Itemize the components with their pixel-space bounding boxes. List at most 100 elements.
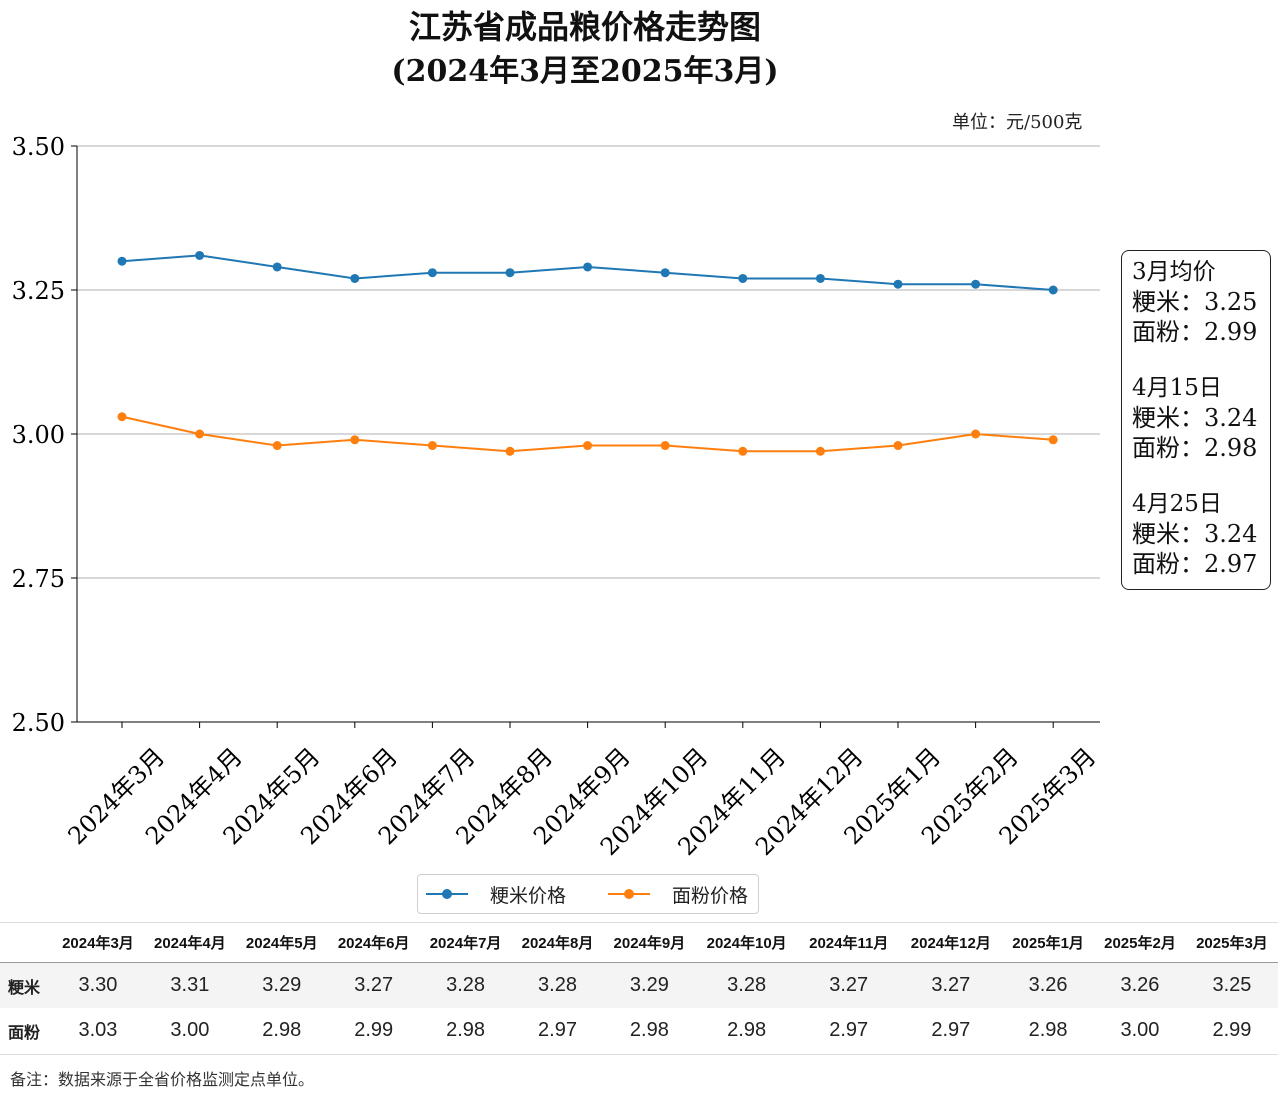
table-cell: 3.27 xyxy=(899,962,1003,1008)
data-point xyxy=(117,256,127,266)
table-header: 2024年9月 xyxy=(603,922,696,963)
data-point xyxy=(1048,435,1058,445)
info-line: 面粉：2.99 xyxy=(1132,318,1258,346)
legend-label-flour: 面粉价格 xyxy=(672,884,749,907)
table-header: 2024年12月 xyxy=(899,922,1003,963)
table-cell: 3.27 xyxy=(797,962,900,1008)
table-cell: 2.98 xyxy=(695,1008,798,1053)
data-point xyxy=(505,446,515,456)
legend-item-flour: 面粉价格 xyxy=(608,883,749,907)
data-point xyxy=(583,262,593,272)
table-cell: 3.29 xyxy=(235,962,328,1008)
data-point xyxy=(195,250,205,260)
info-group-apr25: 4月25日 粳米：3.24 面粉：2.97 xyxy=(1132,489,1270,579)
info-line: 面粉：2.98 xyxy=(1132,434,1258,462)
data-point xyxy=(505,268,515,278)
info-line: 粳米：3.24 xyxy=(1132,520,1258,548)
row-label: 面粉 xyxy=(0,1008,52,1053)
table-header: 2024年3月 xyxy=(52,922,144,963)
info-heading: 4月15日 xyxy=(1132,375,1222,401)
chart-title: 江苏省成品粮价格走势图 xyxy=(408,8,761,46)
data-point xyxy=(893,441,903,451)
chart-subtitle: (2024年3月至2025年3月) xyxy=(391,54,779,89)
price-info-box: 3月均价 粳米：3.25 面粉：2.99 4月15日 粳米：3.24 面粉：2.… xyxy=(1121,250,1271,590)
y-tick-label: 3.25 xyxy=(12,277,65,305)
data-point xyxy=(971,279,981,289)
table-header: 2025年1月 xyxy=(1002,922,1095,963)
table-cell: 2.97 xyxy=(899,1008,1003,1053)
data-point xyxy=(660,441,670,451)
data-point xyxy=(427,268,437,278)
data-point xyxy=(117,412,127,422)
table-cell: 3.29 xyxy=(603,962,696,1008)
table-header: 2024年6月 xyxy=(327,922,420,963)
data-point xyxy=(583,441,593,451)
table-cell: 3.26 xyxy=(1094,962,1186,1008)
table-cell: 3.31 xyxy=(143,962,236,1008)
series-line-0 xyxy=(121,254,1054,291)
info-heading: 4月25日 xyxy=(1132,491,1222,517)
data-point xyxy=(272,441,282,451)
info-group-march-avg: 3月均价 粳米：3.25 面粉：2.99 xyxy=(1132,257,1270,347)
table-cell: 2.98 xyxy=(1002,1008,1095,1053)
data-point xyxy=(350,435,360,445)
info-group-apr15: 4月15日 粳米：3.24 面粉：2.98 xyxy=(1132,373,1270,463)
data-point xyxy=(815,273,825,283)
table-cell: 3.26 xyxy=(1002,962,1095,1008)
table-cell: 2.97 xyxy=(797,1008,900,1053)
table-cell: 3.00 xyxy=(1094,1008,1186,1053)
table-cell: 3.25 xyxy=(1185,962,1278,1008)
info-heading: 3月均价 xyxy=(1132,259,1216,285)
table-cell: 3.00 xyxy=(143,1008,236,1053)
table-corner xyxy=(0,922,52,963)
info-line: 面粉：2.97 xyxy=(1132,550,1258,578)
y-tick-label: 2.75 xyxy=(12,565,65,593)
table-cell: 2.99 xyxy=(327,1008,420,1053)
footnote: 备注：数据来源于全省价格监测定点单位。 xyxy=(10,1070,315,1089)
table-header: 2024年8月 xyxy=(511,922,604,963)
table-cell: 2.98 xyxy=(235,1008,328,1053)
table-header: 2025年3月 xyxy=(1185,922,1278,963)
data-point xyxy=(815,446,825,456)
table-row-flour: 面粉 3.03 3.00 2.98 2.99 2.98 2.97 2.98 2.… xyxy=(0,1008,1278,1053)
data-point xyxy=(350,273,360,283)
table-cell: 3.27 xyxy=(327,962,420,1008)
data-point xyxy=(738,273,748,283)
data-point xyxy=(1048,285,1058,295)
table-cell: 3.28 xyxy=(695,962,798,1008)
table-header: 2024年11月 xyxy=(797,922,900,963)
data-point xyxy=(427,441,437,451)
info-line: 粳米：3.24 xyxy=(1132,404,1258,432)
data-point xyxy=(738,446,748,456)
legend-label-rice: 粳米价格 xyxy=(490,884,567,907)
table-header: 2024年10月 xyxy=(695,922,798,963)
table-cell: 3.28 xyxy=(511,962,604,1008)
y-tick-label: 3.00 xyxy=(12,421,65,449)
table-header: 2024年7月 xyxy=(419,922,512,963)
data-point xyxy=(660,268,670,278)
legend-swatch-rice xyxy=(426,887,468,901)
y-tick-label: 2.50 xyxy=(12,709,65,737)
y-tick-label: 3.50 xyxy=(12,133,65,161)
line-chart: 2.502.753.003.253.502024年3月2024年4月2024年5… xyxy=(12,133,1102,861)
table-cell: 2.98 xyxy=(419,1008,512,1053)
table-cell: 2.97 xyxy=(511,1008,604,1053)
info-line: 粳米：3.25 xyxy=(1132,288,1258,316)
table-header: 2024年4月 xyxy=(143,922,236,963)
table-cell: 3.30 xyxy=(52,962,144,1008)
table-header: 2025年2月 xyxy=(1094,922,1186,963)
legend-swatch-flour xyxy=(608,887,650,901)
legend-item-rice: 粳米价格 xyxy=(426,883,567,907)
table-cell: 2.99 xyxy=(1185,1008,1278,1053)
table-cell: 3.28 xyxy=(419,962,512,1008)
price-table: 2024年3月 2024年4月 2024年5月 2024年6月 2024年7月 … xyxy=(0,922,1278,1053)
row-label: 粳米 xyxy=(0,962,52,1008)
data-point xyxy=(893,279,903,289)
unit-label: 单位：元/500克 xyxy=(952,112,1083,133)
table-bottom-border xyxy=(0,1054,1278,1055)
data-point xyxy=(971,429,981,439)
table-cell: 3.03 xyxy=(52,1008,144,1053)
data-point xyxy=(195,429,205,439)
table-header-row: 2024年3月 2024年4月 2024年5月 2024年6月 2024年7月 … xyxy=(0,922,1278,963)
table-header: 2024年5月 xyxy=(235,922,328,963)
